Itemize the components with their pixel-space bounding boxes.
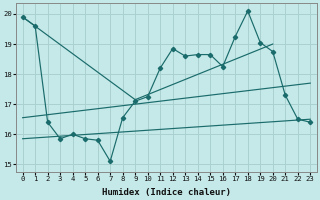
X-axis label: Humidex (Indice chaleur): Humidex (Indice chaleur) bbox=[102, 188, 231, 197]
